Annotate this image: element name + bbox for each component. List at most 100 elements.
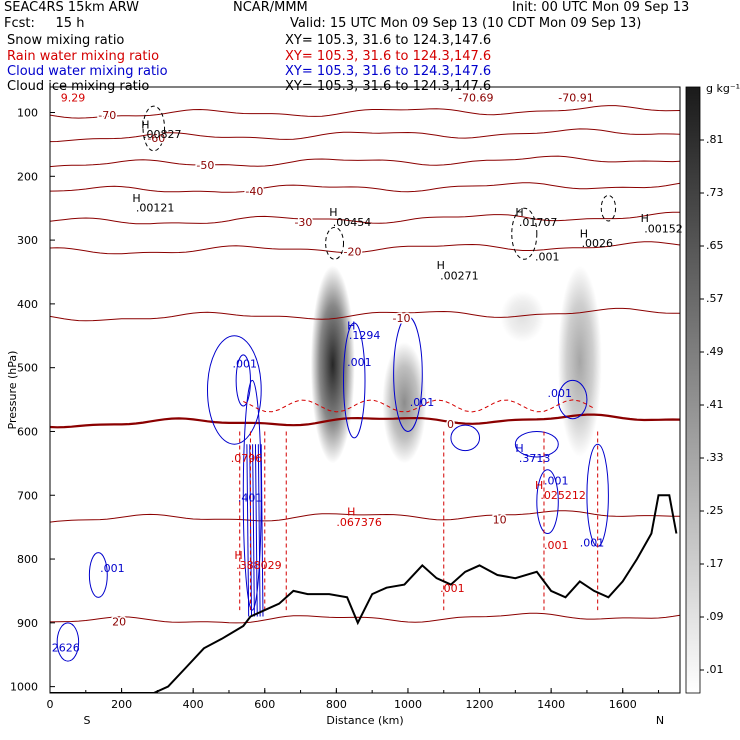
y-tick-label: 400 [17,298,38,311]
model-title: SEAC4RS 15km ARW [4,0,140,15]
x-tick-label: 600 [254,698,275,711]
colorbar-tick-label: .33 [706,451,724,464]
contour-value-label: .1294 [349,329,381,342]
x-tick-label: 1200 [466,698,494,711]
field-label-cloud: Cloud water mixing ratio [7,64,168,79]
contour-value-label: 9.29 [61,92,85,105]
init-time: Init: 00 UTC Mon 09 Sep 13 [512,0,690,15]
cloud-contour [557,379,588,420]
x-tick-label: 1600 [609,698,637,711]
cloud-contour [235,354,251,407]
colorbar-tick-label: .49 [706,345,724,358]
contour-value-label: H [580,228,588,241]
contour-value-label: .001 [544,539,569,552]
y-axis-label: Pressure (hPa) [6,351,19,430]
isotherm-label: 20 [112,616,126,629]
field-label-rain: Rain water mixing ratio [7,49,160,64]
contour-value-label: .388029 [236,559,281,572]
isotherm-label: -60 [147,132,165,145]
isotherm-label: -40 [245,185,263,198]
contour-value-label: .001 [548,387,573,400]
colorbar [685,86,701,694]
y-tick-label: 700 [17,489,38,502]
isotherm-line [50,413,680,429]
contour-value-label: .025212 [540,489,586,502]
contour-value-label: .0026 [582,237,614,250]
contour-value-label: H [132,192,140,205]
contour-value-label: .001 [233,358,258,371]
x-end-label-north: N [656,714,664,727]
ice-contour [325,226,345,260]
isotherm-label: -30 [294,216,312,229]
valid-time: Valid: 15 UTC Mon 09 Sep 13 (10 CDT Mon … [290,16,642,31]
ice-shade-column [310,265,355,464]
contour-value-label: .401 [238,492,263,505]
y-tick-label: 300 [17,234,38,247]
contour-value-label: -70.69 [458,92,493,105]
cloud-contour [207,335,262,445]
x-tick-label: 800 [326,698,347,711]
y-tick-label: 900 [17,617,38,630]
isotherm-label: -50 [196,159,214,172]
contour-value-label: H [347,319,355,332]
contour-value-label: H [641,212,649,225]
ice-contour [511,207,538,260]
x-axis-label: Distance (km) [326,714,403,727]
y-tick-label: 1000 [10,681,38,694]
axis-layer: 0 200 400 600 800 1000 1200 1400 160010020030040… [10,107,660,711]
colorbar-tick-label: .09 [706,610,724,623]
isotherm-label: 0 [447,418,454,431]
contour-value-label: H [347,506,355,519]
cloud-contour [242,379,262,611]
contour-value-label: 2626 [52,642,80,655]
contour-value-label: H [515,442,523,455]
contour-value-label: .001 [410,396,435,409]
isotherm-line [50,510,680,523]
terrain-layer [50,494,678,693]
cloud-contour-line [246,444,250,617]
y-tick-label: 100 [17,107,38,120]
colorbar-tick-label: .73 [706,186,724,199]
y-tick-label: 500 [17,362,38,375]
contour-value-label: .001 [535,251,560,264]
field-xy-snow: XY= 105.3, 31.6 to 124.3,147.6 [285,33,492,48]
colorbar-tick-label: .41 [706,398,724,411]
contour-value-label: H [515,206,523,219]
y-tick-label: 200 [17,170,38,183]
ice-shade-column [500,291,545,343]
cloud-contour-line [260,444,264,617]
contour-value-label: .067376 [336,516,382,529]
contour-value-label: .00152 [644,222,683,235]
contour-value-label: .001 [544,474,569,487]
contour-value-label: H [329,206,337,219]
isotherm-line [50,211,680,225]
isotherm-line [50,307,680,322]
y-tick-label: 600 [17,425,38,438]
isotherm-line [50,155,680,168]
isotherm-line [50,105,680,119]
contour-value-label: H [535,479,543,492]
contour-value-label: .001 [440,582,465,595]
field-label-snow: Snow mixing ratio [7,33,125,48]
field-xy-rain: XY= 105.3, 31.6 to 124.3,147.6 [285,49,492,64]
contour-value-label: -70.91 [558,92,593,105]
isotherm-line [50,241,680,255]
ice-shade-column [557,265,602,457]
colorbar-tick-label: .65 [706,239,724,252]
contour-value-label: .001 [100,562,125,575]
contour-value-label: .001 [580,536,605,549]
x-tick-label: 1400 [537,698,565,711]
x-tick-label: 400 [183,698,204,711]
contour-value-label: .00827 [143,128,182,141]
x-end-label-south: S [84,714,91,727]
colorbar-tick-label: .81 [706,133,724,146]
cloud-contour-line [257,444,261,617]
colorbar-tick-label: .17 [706,557,724,570]
org-title: NCAR/MMM [233,0,308,15]
cloud-contour [343,322,366,439]
terrain-line [50,494,678,693]
isotherm-label: -70 [98,109,116,122]
cloud-contour-line [252,444,255,617]
cloud-contour-line [254,444,258,617]
